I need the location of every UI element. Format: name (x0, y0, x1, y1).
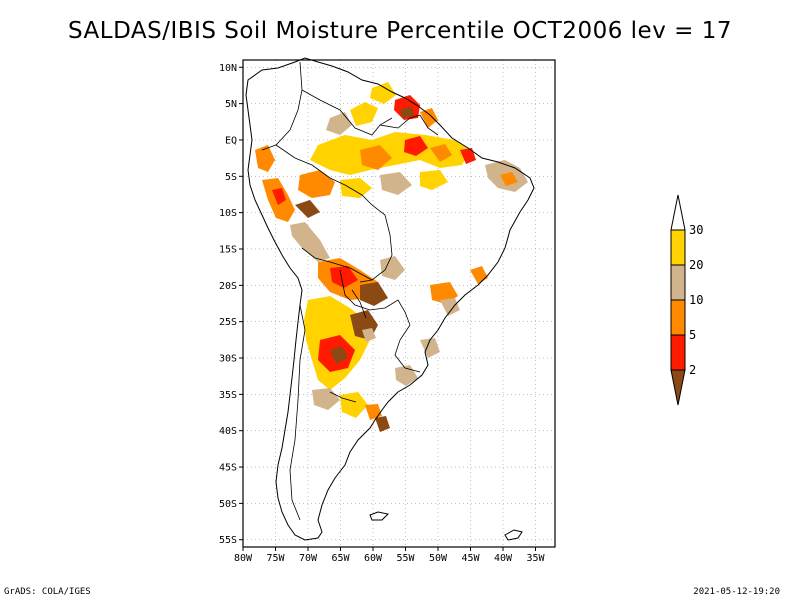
lon-tick-label: 70W (299, 553, 318, 564)
footer-timestamp: 2021-05-12-19:20 (693, 587, 780, 597)
lat-tick-label: 5S (225, 172, 237, 183)
lat-tick-label: 50S (219, 499, 237, 510)
map-frame (242, 59, 556, 548)
axis-ticks (239, 66, 536, 551)
colorbar-label: 20 (689, 258, 703, 272)
lat-tick-label: 55S (219, 535, 237, 546)
colorbar-arrow-top (670, 194, 686, 231)
lat-tick-label: 35S (219, 390, 237, 401)
lat-tick-label: 45S (219, 463, 237, 474)
colorbar-segment (670, 229, 686, 266)
lat-tick-label: 10N (219, 63, 237, 74)
lon-tick-label: 50W (429, 553, 448, 564)
lat-tick-label: EQ (225, 135, 237, 146)
colorbar-segment (670, 299, 686, 336)
colorbar-arrow-bottom (670, 369, 686, 406)
colorbar-segment (670, 264, 686, 301)
lon-tick-label: 45W (461, 553, 480, 564)
lon-tick-label: 80W (234, 553, 253, 564)
lat-tick-label: 15S (219, 244, 237, 255)
lon-tick-label: 60W (364, 553, 383, 564)
footer-credit: GrADS: COLA/IGES (4, 587, 91, 597)
axis-tick-labels: 80W 75W 70W 65W 60W 55W 50W 45W 40W 35W 10N 5N EQ 5S 1… (219, 63, 546, 564)
colorbar-label: 10 (689, 293, 703, 307)
colorbar-label: 2 (689, 363, 696, 377)
lat-tick-label: 25S (219, 317, 237, 328)
lon-tick-label: 40W (494, 553, 513, 564)
colorbar-label: 5 (689, 328, 696, 342)
lon-tick-label: 75W (266, 553, 285, 564)
coastline (245, 57, 535, 541)
colorbar-label: 30 (689, 223, 703, 237)
lat-tick-label: 40S (219, 426, 237, 437)
lon-tick-label: 55W (396, 553, 415, 564)
lon-tick-label: 35W (526, 553, 545, 564)
colorbar: 30 20 10 5 2 (670, 194, 703, 406)
map-title: SALDAS/IBIS Soil Moisture Percentile OCT… (68, 18, 732, 44)
lat-tick-label: 10S (219, 208, 237, 219)
lat-tick-label: 5N (225, 99, 237, 110)
lat-tick-label: 30S (219, 354, 237, 365)
colorbar-segment (670, 334, 686, 371)
lon-tick-label: 65W (331, 553, 350, 564)
country-borders (261, 61, 439, 521)
percentile-shading (255, 82, 528, 432)
lat-tick-label: 20S (219, 281, 237, 292)
